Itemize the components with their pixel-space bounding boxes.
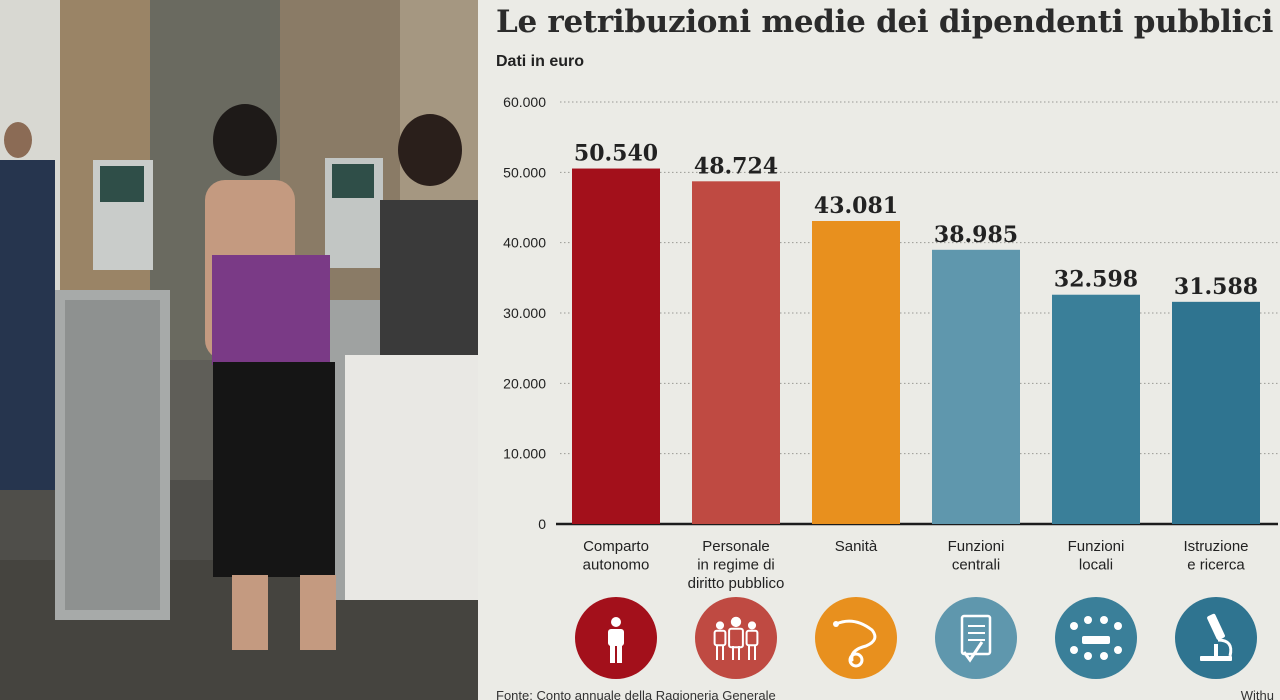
bar [572,168,660,524]
bar [812,220,900,525]
x-category-label: Comparto autonomo [583,538,650,574]
bar-value-label: 32.598 [1054,267,1138,293]
x-category-label: Istruzione e ricerca [1183,538,1248,574]
bar-value-label: 38.985 [934,222,1018,248]
credit-note: Withu [1240,688,1274,700]
bar [932,249,1020,525]
meeting-icon [1055,597,1137,679]
stethoscope-icon [815,597,897,679]
x-category-label: Funzioni centrali [948,538,1005,574]
group-icon [695,597,777,679]
chart-subtitle: Dati in euro [496,53,585,70]
person-icon [575,597,657,679]
document-check-icon [935,597,1017,679]
bar-value-label: 48.724 [694,153,778,179]
chart-title: Le retribuzioni medie dei dipendenti pub… [496,4,1274,40]
infographic: Le retribuzioni medie dei dipendenti pub… [478,0,1280,700]
bar-chart: 0 10.000 20.000 30.000 40.000 50.000 60.000 50.… [503,94,1278,679]
y-tick-label: 0 [538,516,546,532]
y-tick-label: 30.000 [503,305,546,321]
bar [1172,301,1260,524]
bar-value-label: 43.081 [814,193,898,219]
y-tick-label: 40.000 [503,235,546,251]
x-category-label: Funzioni locali [1068,538,1125,574]
microscope-icon [1175,597,1257,679]
x-category-label: Personale in regime di diritto pubblico [688,538,785,592]
bar-value-label: 50.540 [574,141,658,167]
y-tick-label: 50.000 [503,164,546,180]
photo-turnstiles [0,0,478,700]
y-tick-label: 10.000 [503,446,546,462]
x-category-label: Sanità [835,538,878,555]
bar-value-label: 31.588 [1174,274,1258,300]
y-tick-label: 60.000 [503,94,546,110]
bar [692,181,780,524]
source-note: Fonte: Conto annuale della Ragioneria Ge… [496,688,776,700]
y-tick-label: 20.000 [503,375,546,391]
bar [1052,294,1140,524]
